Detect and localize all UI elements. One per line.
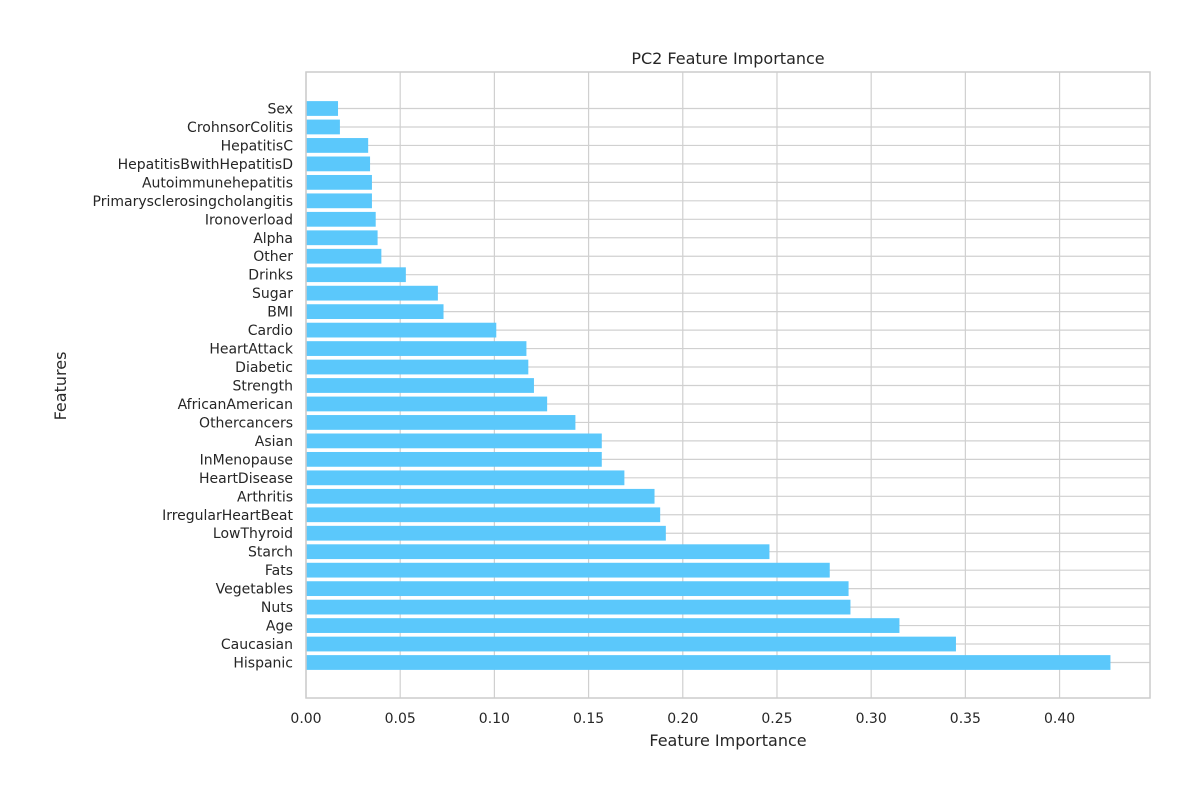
bar <box>306 636 956 652</box>
y-tick-label: IrregularHeartBeat <box>162 508 293 524</box>
y-tick-label: BMI <box>267 305 293 321</box>
x-tick-labels: 0.00 0.05 0.10 0.15 0.20 0.25 0.30 0.35 0.40 <box>290 711 1075 727</box>
y-tick-label: Cardio <box>248 323 293 339</box>
bar <box>306 174 372 190</box>
x-tick-label: 0.35 <box>950 711 981 727</box>
y-tick-label: Sex <box>267 102 293 118</box>
bar <box>306 544 770 560</box>
y-axis-label: Features <box>51 352 70 421</box>
bar <box>306 507 661 523</box>
y-tick-label: HeartDisease <box>199 471 293 487</box>
y-tick-label: HeartAttack <box>209 342 294 358</box>
x-tick-label: 0.05 <box>385 711 416 727</box>
y-tick-label: Othercancers <box>199 415 293 431</box>
x-tick-label: 0.10 <box>479 711 510 727</box>
y-tick-label: Ironoverload <box>205 212 293 228</box>
grid-layer <box>305 72 1150 698</box>
y-tick-label: Autoimmunehepatitis <box>142 175 293 191</box>
bar <box>306 285 438 301</box>
y-tick-label: Other <box>253 249 293 265</box>
bar <box>306 359 529 375</box>
bar <box>306 655 1111 670</box>
y-tick-label: HepatitisBwithHepatitisD <box>118 157 293 173</box>
x-axis-label: Feature Importance <box>649 731 806 750</box>
bar <box>306 618 900 633</box>
bar <box>306 433 602 449</box>
y-tick-label: InMenopause <box>200 452 293 468</box>
x-tick-label: 0.25 <box>761 711 792 727</box>
bar <box>306 378 534 393</box>
y-tick-label: Hispanic <box>233 656 293 672</box>
bars-layer <box>306 101 1111 670</box>
y-tick-label: Sugar <box>252 286 293 302</box>
y-tick-label: Strength <box>232 379 293 395</box>
bar <box>306 267 406 283</box>
bar <box>306 525 666 541</box>
x-tick-label: 0.40 <box>1044 711 1075 727</box>
x-tick-label: 0.00 <box>290 711 321 727</box>
y-tick-labels: Sex CrohnsorColitis HepatitisC HepatitisBwi… <box>93 102 294 672</box>
y-tick-label: Vegetables <box>216 582 293 598</box>
bar <box>306 156 371 172</box>
y-tick-label: LowThyroid <box>213 526 293 542</box>
y-tick-label: Alpha <box>253 231 293 247</box>
plot-frame <box>305 71 1151 699</box>
bar <box>306 599 851 615</box>
bar <box>306 488 655 504</box>
x-tick-label: 0.15 <box>573 711 604 727</box>
y-tick-label: Drinks <box>248 268 293 284</box>
y-tick-label: Caucasian <box>221 637 293 653</box>
y-tick-label: HepatitisC <box>221 138 294 154</box>
bar <box>306 304 444 320</box>
x-tick-label: 0.20 <box>667 711 698 727</box>
bar <box>306 248 382 264</box>
bar <box>306 193 372 209</box>
y-tick-label: Arthritis <box>237 489 293 505</box>
bar <box>306 341 527 356</box>
x-tick-label: 0.30 <box>856 711 887 727</box>
bar <box>306 581 849 597</box>
y-tick-label: Fats <box>265 563 293 579</box>
bar <box>306 470 625 486</box>
y-tick-label: AfricanAmerican <box>178 397 293 413</box>
y-tick-label: Nuts <box>261 600 293 616</box>
y-tick-label: Age <box>266 619 293 635</box>
bar <box>306 211 376 227</box>
bar <box>306 119 340 135</box>
y-tick-label: CrohnsorColitis <box>187 120 293 136</box>
bar <box>306 230 378 246</box>
y-tick-label: Asian <box>255 434 293 450</box>
bar <box>306 138 369 153</box>
bar <box>306 451 602 467</box>
y-tick-label: Starch <box>248 545 293 561</box>
bar <box>306 562 830 578</box>
bar <box>306 415 576 430</box>
chart-title: PC2 Feature Importance <box>631 49 824 68</box>
y-tick-label: Diabetic <box>235 360 293 376</box>
y-tick-label: Primarysclerosingcholangitis <box>93 194 293 210</box>
bar <box>306 396 548 412</box>
bar <box>306 322 497 338</box>
bar <box>306 101 339 116</box>
